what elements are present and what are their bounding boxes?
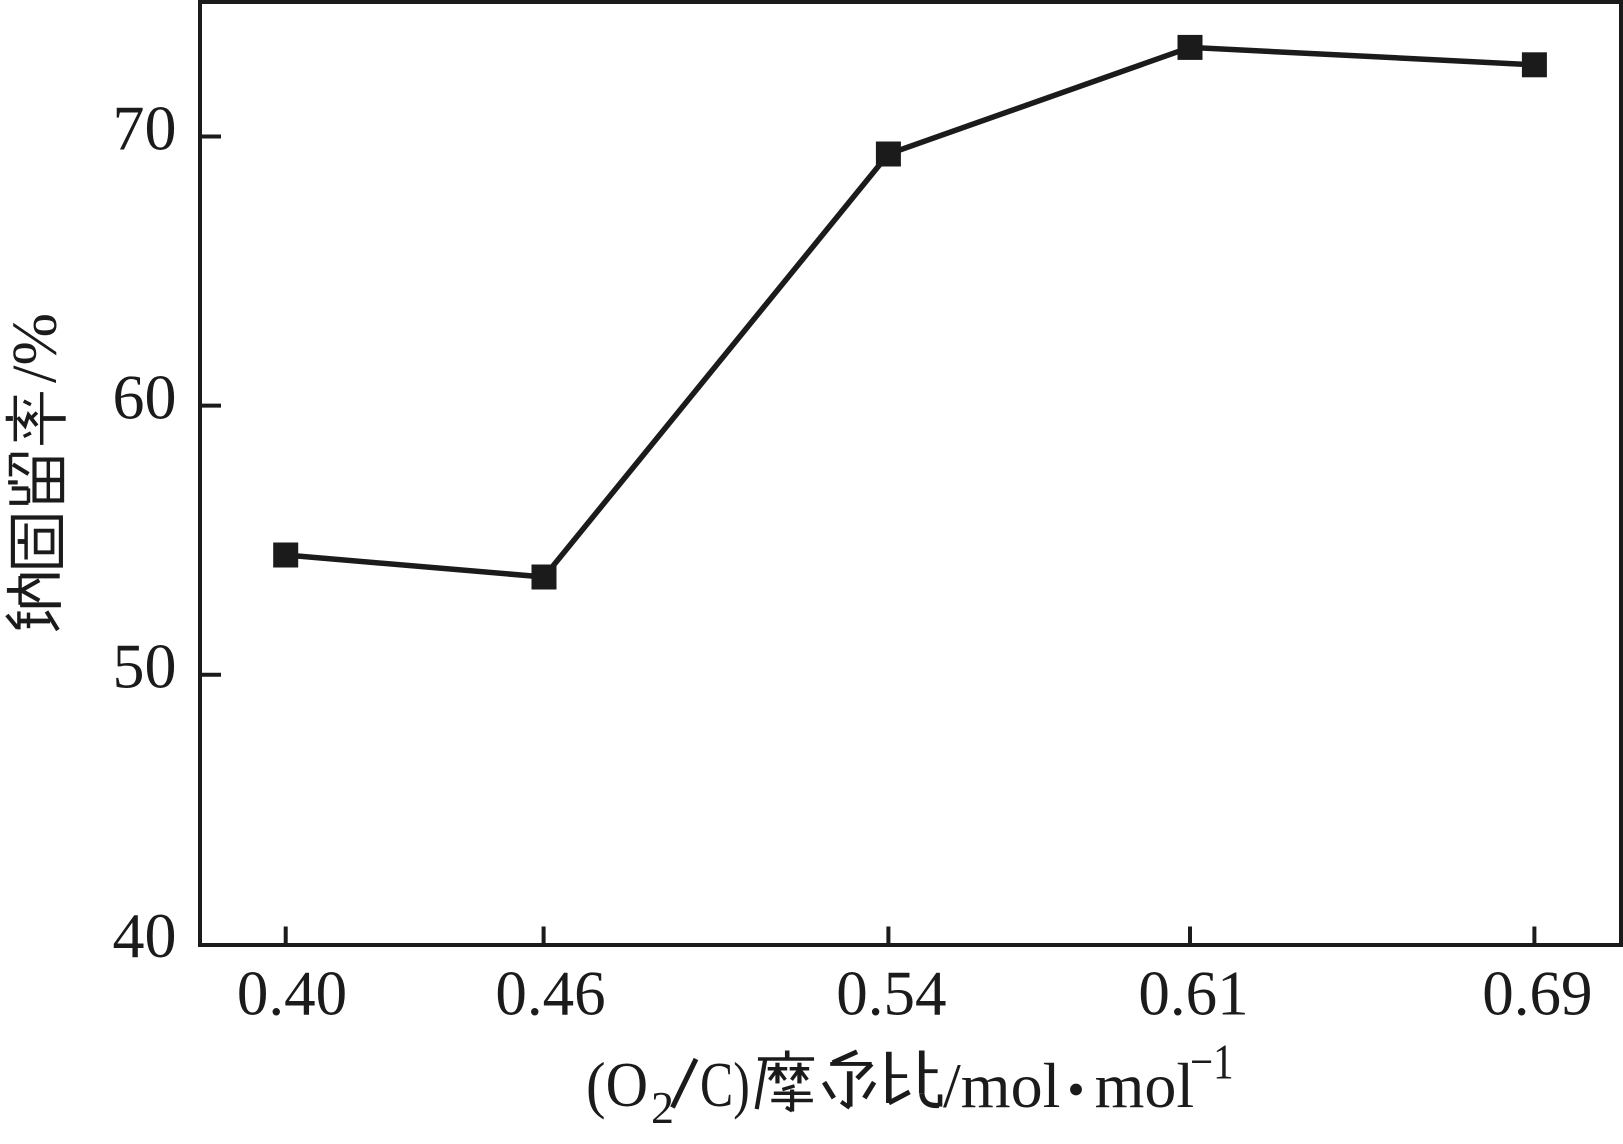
svg-text:40: 40 [113,900,177,971]
svg-text:(O: (O [586,1050,648,1120]
svg-text:C): C) [700,1051,750,1121]
svg-text:mol: mol [1095,1050,1195,1121]
svg-text:50: 50 [113,631,177,702]
svg-text:/%: /% [0,313,70,383]
svg-text:60: 60 [113,362,177,433]
svg-text:0.40: 0.40 [237,959,347,1029]
svg-text:0.69: 0.69 [1482,959,1592,1029]
svg-text:−1: −1 [1190,1034,1234,1090]
svg-text:/mol: /mol [943,1050,1060,1121]
svg-text:0.46: 0.46 [495,959,605,1029]
svg-text:70: 70 [113,93,177,164]
svg-text:0.54: 0.54 [836,959,946,1029]
svg-text:2: 2 [651,1082,674,1133]
svg-text:0.61: 0.61 [1138,959,1248,1029]
